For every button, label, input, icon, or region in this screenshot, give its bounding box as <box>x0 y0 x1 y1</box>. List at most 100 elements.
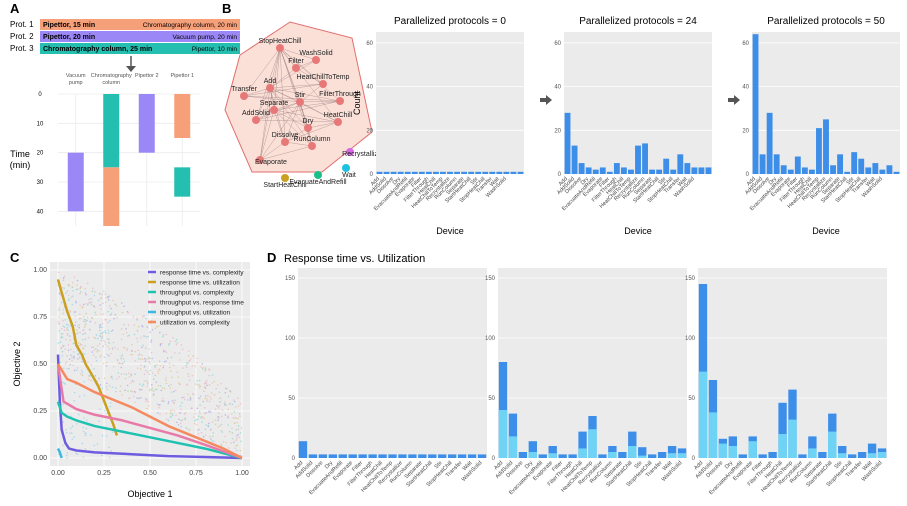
scatter-point <box>84 292 87 294</box>
scatter-point <box>179 422 182 425</box>
scatter-point <box>214 408 217 411</box>
scatter-point <box>101 335 104 338</box>
scatter-point <box>102 302 104 305</box>
scatter-point <box>239 402 242 405</box>
device-label: column <box>102 80 120 86</box>
network-node-label: FilterThrough <box>319 91 361 98</box>
scatter-point <box>88 302 91 304</box>
stacked-bar-top <box>348 454 357 458</box>
network-edge <box>255 101 301 121</box>
scatter-point <box>107 296 110 299</box>
scatter-point <box>123 323 125 326</box>
scatter-point <box>139 358 142 360</box>
bar-chart-bar <box>418 171 425 174</box>
scatter-point <box>229 390 232 393</box>
bar-chart-bar <box>698 167 705 174</box>
scatter-point <box>146 399 148 401</box>
scatter-point <box>63 329 66 332</box>
stacked-bar-top <box>457 454 467 458</box>
scatter-point <box>136 367 139 370</box>
network-node-label: WashSolid <box>299 50 332 57</box>
scatter-point <box>152 390 155 392</box>
scatter-point <box>202 368 204 370</box>
scatter-point <box>171 412 173 415</box>
scatter-point <box>143 380 146 382</box>
stacked-bar-low <box>808 448 817 458</box>
scatter-point <box>136 329 139 332</box>
scatter-point <box>134 373 136 375</box>
stacked-chart-x-tick: Dry <box>524 460 534 470</box>
scatter-point <box>139 388 141 391</box>
scatter-point <box>63 382 66 384</box>
bar-chart-bar <box>425 171 432 174</box>
scatter-point <box>62 320 64 322</box>
scatter-point <box>186 384 188 386</box>
scatter-point <box>169 366 171 369</box>
scatter-point <box>67 284 70 287</box>
scatter-point <box>146 326 148 328</box>
network-node-label: Dissolve <box>272 132 299 139</box>
scatter-point <box>99 304 102 306</box>
bar-chart-bar <box>879 169 886 174</box>
stacked-bar-low <box>667 453 677 458</box>
bar-chart-bar <box>656 169 663 174</box>
bar-chart-ylabel: Count <box>352 91 362 116</box>
network-edge <box>284 141 313 147</box>
network-node <box>292 64 300 72</box>
scatter-point <box>59 361 62 364</box>
scatter-point <box>66 451 69 454</box>
scatter-point <box>75 288 78 291</box>
scatter-point <box>112 341 115 344</box>
scatter-point <box>145 398 147 400</box>
scatter-point <box>58 329 61 332</box>
scatter-point <box>221 409 224 411</box>
scatter-point <box>218 391 221 393</box>
scatter-point <box>139 368 142 370</box>
timeline-tick-label: 10 <box>37 121 44 127</box>
network-edge <box>279 47 317 61</box>
bar-chart-y-tick: 0 <box>558 172 562 178</box>
scatter-point <box>118 362 121 364</box>
scatter-point <box>175 343 178 346</box>
stacked-bar-top <box>818 452 827 458</box>
scatter-point <box>192 393 195 396</box>
scatter-point <box>62 344 65 347</box>
scatter-point <box>102 339 105 342</box>
network-edge <box>295 67 324 85</box>
scatter-point <box>150 351 153 354</box>
bar-chart-bar <box>454 171 460 174</box>
scatter-point <box>188 360 191 362</box>
network-node-label: StartHeatChill <box>263 182 307 189</box>
scatter-point <box>102 345 105 348</box>
scatter-point <box>198 386 201 389</box>
scatter-point <box>196 380 198 382</box>
scatter-point <box>145 317 147 320</box>
stacked-bar-top <box>598 454 607 458</box>
scatter-point <box>77 358 79 360</box>
scatter-point <box>154 365 156 367</box>
scatter-point <box>66 457 68 459</box>
scatter-point <box>238 436 241 439</box>
bar-chart-bar <box>510 171 517 174</box>
scatter-point <box>62 444 64 447</box>
scatter-point <box>240 427 243 429</box>
scatter-point <box>199 404 201 406</box>
bar-chart-y-tick: 40 <box>742 85 749 91</box>
scatter-point <box>70 348 72 351</box>
scatter-point <box>58 292 61 295</box>
scatter-point <box>170 415 173 418</box>
scatter-point <box>140 388 143 391</box>
scatter-point <box>161 342 164 345</box>
scatter-point <box>181 418 184 421</box>
network-edge <box>243 95 341 102</box>
bar-chart-y-tick: 60 <box>366 41 373 47</box>
scatter-point <box>128 397 130 400</box>
device-label: Pipettor 1 <box>170 73 194 79</box>
scatter-point <box>117 372 120 374</box>
scatter-point <box>159 413 161 415</box>
scatter-point <box>181 401 183 404</box>
scatter-point <box>97 337 99 340</box>
network-node <box>334 118 342 126</box>
scatter-point <box>230 442 232 444</box>
scatter-point <box>143 366 146 369</box>
